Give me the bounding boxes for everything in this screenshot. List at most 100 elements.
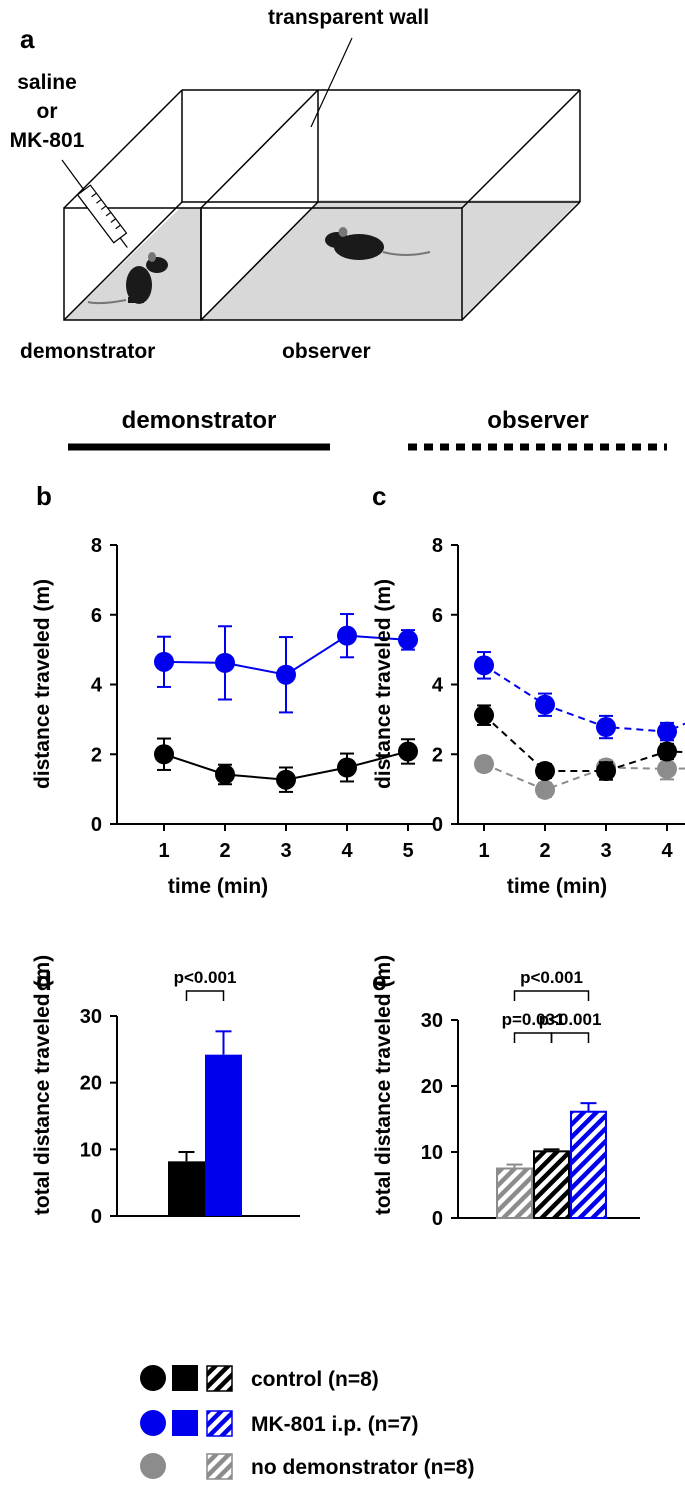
panel-b-x-tick-label: 5 — [402, 840, 413, 862]
demonstrator-floor — [64, 208, 201, 320]
legend-mk801-hatch — [206, 1410, 233, 1437]
panel-c-point — [474, 705, 494, 726]
injection-label-line-2: or — [37, 100, 58, 123]
legend: control (n=8) MK-801 i.p. (n=7) no demon… — [140, 1365, 474, 1480]
panel-d-bar — [205, 1054, 242, 1216]
panel-c-point — [596, 717, 616, 738]
legend-mk801-label: MK-801 i.p. (n=7) — [251, 1413, 418, 1436]
header-demonstrator: demonstrator — [122, 407, 277, 434]
panel-c-xlabel: time (min) — [507, 875, 607, 898]
panel-d-ylabel: total distance traveled (m) — [31, 955, 54, 1215]
panel-c-ylabel: distance traveled (m) — [372, 579, 395, 789]
legend-item-no-demonstrator: no demonstrator (n=8) — [140, 1453, 474, 1480]
panel-c-x-tick-label: 2 — [539, 840, 550, 862]
syringe-icon — [61, 159, 128, 248]
panel-e-bar — [533, 1150, 570, 1219]
panel-d-bar — [168, 1161, 205, 1216]
panel-b-y-tick-label: 4 — [91, 675, 103, 697]
panel-c-point — [657, 741, 677, 762]
panel-b-y-tick-label: 2 — [91, 744, 102, 766]
legend-mk801-circle — [140, 1410, 166, 1436]
panel-c-y-tick-label: 4 — [432, 675, 444, 697]
panel-b-point — [398, 629, 418, 650]
panel-d-plot: 0 10 20 30 p<0.001 — [80, 968, 300, 1228]
panel-c-series-line — [483, 763, 685, 791]
panel-d-p-value: p<0.001 — [174, 968, 237, 987]
panel-b-point — [337, 757, 357, 778]
panel-c-point — [596, 760, 616, 781]
legend-item-control: control (n=8) — [140, 1365, 379, 1392]
panel-e-y-tick-label: 30 — [421, 1010, 443, 1032]
panel-d-significance-bracket — [185, 990, 225, 1001]
panel-b-x-tick-label: 1 — [158, 840, 169, 862]
panel-d-y-tick-label: 20 — [80, 1073, 102, 1095]
panel-c-point — [657, 758, 677, 779]
panel-b-point — [215, 652, 235, 673]
panel-e-p-value: p<0.001 — [520, 968, 583, 987]
panel-d-label: d — [36, 966, 52, 996]
panel-d-y-tick-label: 10 — [80, 1139, 102, 1161]
panel-c-x-tick-label: 3 — [600, 840, 611, 862]
panel-e-significance-bracket — [513, 1032, 553, 1043]
panel-d: d total distance traveled (m) 0 10 20 30 p<0… — [31, 955, 300, 1228]
panel-c-series-2 — [474, 651, 685, 742]
panel-b-y-tick-label: 8 — [91, 535, 102, 557]
panel-b-point — [337, 625, 357, 646]
panel-c-y-tick-label: 8 — [432, 535, 443, 557]
header-observer: observer — [487, 407, 588, 434]
panel-d-y-tick-label: 30 — [80, 1006, 102, 1028]
panel-c-y-tick-label: 0 — [432, 814, 443, 836]
panel-c-series-line — [483, 714, 685, 772]
panel-b-x-tick-label: 4 — [341, 840, 353, 862]
panel-b-xlabel: time (min) — [168, 875, 268, 898]
injection-label-line-3: MK-801 — [10, 129, 85, 152]
panel-c-point — [535, 694, 555, 715]
demonstrator-label: demonstrator — [20, 340, 155, 363]
panel-b-x-tick-label: 2 — [219, 840, 230, 862]
panel-c-point — [535, 779, 555, 800]
panel-b-point — [276, 664, 296, 685]
panel-b-series-1 — [154, 737, 418, 793]
panel-c-x-tick-label: 4 — [661, 840, 673, 862]
panel-b-point — [398, 741, 418, 762]
legend-nodemo-circle — [140, 1453, 166, 1479]
panel-c-y-tick-label: 6 — [432, 605, 443, 627]
panel-b-ylabel: distance traveled (m) — [31, 579, 54, 789]
panel-b-y-tick-label: 0 — [91, 814, 102, 836]
legend-mk801-square — [172, 1410, 198, 1436]
demonstrator-mouse-icon — [87, 252, 168, 305]
wall-pointer-line — [310, 37, 353, 128]
panel-c-y-tick-label: 2 — [432, 744, 443, 766]
panel-e-bar — [496, 1167, 533, 1219]
panel-e-significance-bracket — [513, 990, 590, 1001]
panel-a-label: a — [20, 24, 35, 54]
legend-item-mk801: MK-801 i.p. (n=7) — [140, 1410, 418, 1437]
legend-control-hatch — [206, 1365, 233, 1392]
observer-mouse-icon — [325, 227, 431, 260]
observer-label: observer — [282, 340, 371, 363]
panel-b-point — [154, 744, 174, 765]
apparatus-outline — [63, 89, 581, 321]
panel-c-x-tick-label: 1 — [478, 840, 489, 862]
panel-c-series-line — [483, 664, 685, 733]
panel-b-series-0 — [154, 613, 418, 714]
legend-nodemo-label: no demonstrator (n=8) — [251, 1456, 474, 1479]
observer-floor — [201, 200, 580, 320]
panel-e-y-tick-label: 0 — [432, 1208, 443, 1230]
panel-b-point — [276, 769, 296, 790]
panel-b: b distance traveled (m) time (min) 0 2 4 6 8… — [31, 481, 433, 898]
legend-control-circle — [140, 1365, 166, 1391]
panel-c-point — [474, 754, 494, 775]
legend-control-square — [172, 1365, 198, 1391]
panel-a: a transparent wall saline or MK-801 — [10, 6, 581, 363]
injection-label-line-1: saline — [17, 71, 77, 94]
panel-e-label: e — [372, 966, 386, 996]
panel-b-plot: 0 2 4 6 8 1 2 3 4 5 — [91, 535, 433, 862]
panel-c-label: c — [372, 481, 386, 511]
panel-c-point — [657, 721, 677, 742]
panel-c-series-0 — [474, 754, 685, 800]
panel-b-point — [154, 651, 174, 672]
